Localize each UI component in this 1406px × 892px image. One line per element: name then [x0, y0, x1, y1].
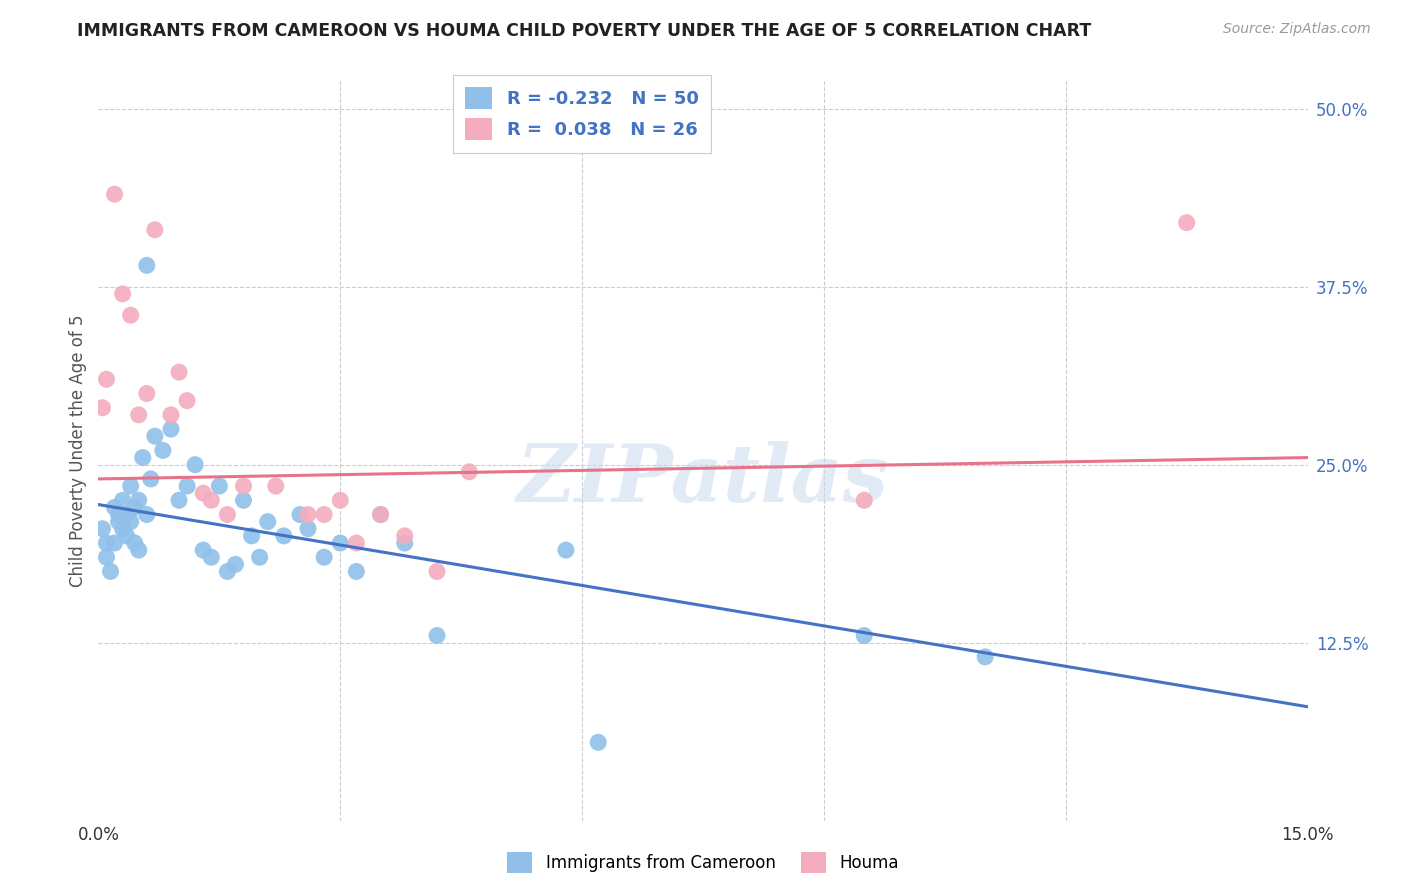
Point — [176, 479, 198, 493]
Point — [160, 408, 183, 422]
Point — [184, 458, 207, 472]
Point — [167, 365, 190, 379]
Point — [143, 223, 166, 237]
Point — [103, 187, 125, 202]
Point — [103, 500, 125, 515]
Point — [344, 565, 367, 579]
Point — [208, 479, 231, 493]
Point — [176, 393, 198, 408]
Point — [232, 479, 254, 493]
Text: ZIPatlas: ZIPatlas — [517, 442, 889, 519]
Point — [152, 443, 174, 458]
Point — [555, 543, 578, 558]
Point — [111, 286, 134, 301]
Point — [200, 550, 222, 565]
Point — [100, 565, 122, 579]
Y-axis label: Child Poverty Under the Age of 5: Child Poverty Under the Age of 5 — [69, 314, 87, 587]
Point — [128, 493, 150, 508]
Point — [426, 628, 449, 642]
Point — [853, 493, 876, 508]
Point — [111, 522, 134, 536]
Text: IMMIGRANTS FROM CAMEROON VS HOUMA CHILD POVERTY UNDER THE AGE OF 5 CORRELATION C: IMMIGRANTS FROM CAMEROON VS HOUMA CHILD … — [77, 22, 1091, 40]
Point — [115, 508, 138, 522]
Point — [128, 408, 150, 422]
Point — [458, 465, 481, 479]
Point — [249, 550, 271, 565]
Point — [107, 508, 129, 522]
Point — [193, 543, 215, 558]
Point — [297, 522, 319, 536]
Point — [224, 558, 246, 572]
Point — [240, 529, 263, 543]
Point — [120, 479, 142, 493]
Point — [91, 401, 114, 415]
Point — [1175, 216, 1198, 230]
Point — [273, 529, 295, 543]
Point — [370, 508, 392, 522]
Point — [314, 550, 336, 565]
Legend: R = -0.232   N = 50, R =  0.038   N = 26: R = -0.232 N = 50, R = 0.038 N = 26 — [453, 75, 711, 153]
Point — [96, 550, 118, 565]
Point — [217, 565, 239, 579]
Point — [115, 529, 138, 543]
Point — [160, 422, 183, 436]
Point — [96, 536, 118, 550]
Point — [329, 536, 352, 550]
Point — [370, 508, 392, 522]
Point — [344, 536, 367, 550]
Point — [120, 515, 142, 529]
Point — [111, 493, 134, 508]
Point — [394, 529, 416, 543]
Point — [132, 450, 155, 465]
Point — [128, 543, 150, 558]
Point — [143, 429, 166, 443]
Point — [200, 493, 222, 508]
Point — [120, 308, 142, 322]
Point — [217, 508, 239, 522]
Point — [96, 372, 118, 386]
Point — [91, 522, 114, 536]
Point — [135, 386, 157, 401]
Point — [124, 536, 146, 550]
Point — [193, 486, 215, 500]
Point — [394, 536, 416, 550]
Point — [135, 259, 157, 273]
Point — [167, 493, 190, 508]
Point — [297, 508, 319, 522]
Point — [139, 472, 162, 486]
Legend: Immigrants from Cameroon, Houma: Immigrants from Cameroon, Houma — [501, 846, 905, 880]
Point — [288, 508, 311, 522]
Point — [124, 500, 146, 515]
Point — [107, 515, 129, 529]
Point — [135, 508, 157, 522]
Point — [426, 565, 449, 579]
Point — [256, 515, 278, 529]
Point — [103, 536, 125, 550]
Point — [853, 628, 876, 642]
Text: Source: ZipAtlas.com: Source: ZipAtlas.com — [1223, 22, 1371, 37]
Point — [329, 493, 352, 508]
Point — [264, 479, 287, 493]
Point — [314, 508, 336, 522]
Point — [232, 493, 254, 508]
Point — [974, 649, 997, 664]
Point — [586, 735, 609, 749]
